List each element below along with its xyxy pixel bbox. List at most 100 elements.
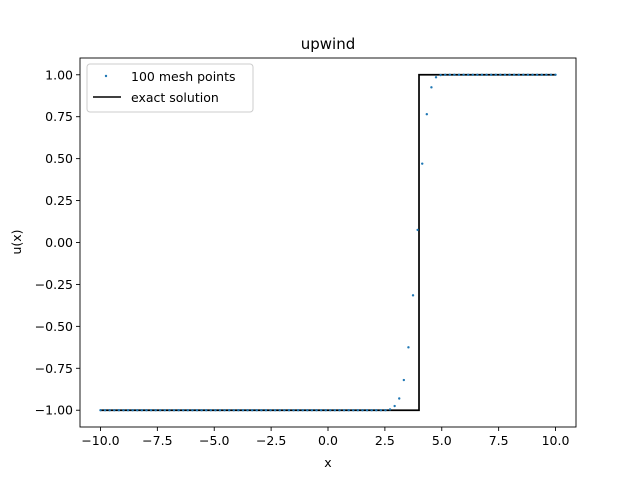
legend-marker-mesh-points xyxy=(104,74,108,78)
plot-area xyxy=(99,73,557,412)
mesh-point xyxy=(466,73,470,76)
y-tick-label: −0.25 xyxy=(35,277,73,292)
series-mesh-points xyxy=(99,73,557,412)
mesh-point xyxy=(489,73,493,76)
x-axis: −10.0 −7.5 −5.0 −2.5 0.0 2.5 5.0 7.5 10.0 xyxy=(81,427,569,448)
mesh-point xyxy=(126,409,130,412)
y-axis: −1.00 −0.75 −0.50 −0.25 0.00 0.25 0.50 0.75 1.00 xyxy=(35,67,80,418)
mesh-point xyxy=(425,112,429,116)
y-tick-label: 0.00 xyxy=(45,235,73,250)
mesh-point xyxy=(177,409,180,412)
mesh-point xyxy=(333,409,337,412)
x-tick-label: 2.5 xyxy=(375,433,395,448)
mesh-point xyxy=(471,73,474,76)
x-tick-label: −5.0 xyxy=(199,433,229,448)
mesh-point xyxy=(370,409,373,412)
mesh-point xyxy=(540,73,543,76)
mesh-point xyxy=(283,409,286,412)
mesh-point xyxy=(444,73,447,76)
mesh-point xyxy=(388,408,392,411)
mesh-point xyxy=(347,409,350,412)
y-tick-label: 0.25 xyxy=(45,193,73,208)
y-tick-label: −0.50 xyxy=(35,319,73,334)
mesh-point xyxy=(278,409,281,412)
mesh-point xyxy=(512,73,516,76)
mesh-point xyxy=(356,409,360,412)
x-tick-label: 5.0 xyxy=(432,433,452,448)
mesh-point xyxy=(273,409,277,412)
mesh-point xyxy=(301,409,304,412)
mesh-point xyxy=(237,409,240,412)
y-axis-label: u(x) xyxy=(9,229,24,254)
mesh-point xyxy=(379,409,383,412)
x-tick-label: 0.0 xyxy=(318,433,338,448)
mesh-point xyxy=(407,346,410,349)
legend-box xyxy=(86,63,254,113)
mesh-point xyxy=(140,409,144,412)
mesh-point xyxy=(434,76,438,79)
mesh-point xyxy=(485,73,488,76)
mesh-point xyxy=(131,409,134,412)
mesh-point xyxy=(292,409,295,412)
mesh-point xyxy=(159,409,162,412)
legend-label-mesh-points: 100 mesh points xyxy=(131,69,236,84)
mesh-point xyxy=(108,409,111,412)
mesh-point xyxy=(269,409,272,412)
mesh-point xyxy=(508,73,511,76)
mesh-point xyxy=(324,409,327,412)
mesh-point xyxy=(531,73,534,76)
mesh-point xyxy=(195,409,199,412)
mesh-point xyxy=(136,409,139,412)
y-tick-label: 0.50 xyxy=(45,151,73,166)
mesh-point xyxy=(182,409,185,412)
mesh-point xyxy=(375,409,378,412)
mesh-point xyxy=(241,409,245,412)
mesh-point xyxy=(549,73,553,76)
mesh-point xyxy=(255,409,258,412)
mesh-point xyxy=(361,409,364,412)
mesh-point xyxy=(448,73,452,76)
mesh-point xyxy=(186,409,190,412)
mesh-point xyxy=(402,378,406,382)
mesh-point xyxy=(260,409,263,412)
mesh-point xyxy=(122,409,125,412)
x-tick-label: 10.0 xyxy=(542,433,570,448)
mesh-point xyxy=(526,73,530,76)
mesh-point xyxy=(517,73,520,76)
mesh-point xyxy=(149,409,153,412)
mesh-point xyxy=(264,409,268,412)
mesh-point xyxy=(494,73,497,76)
y-tick-label: 0.75 xyxy=(45,109,73,124)
mesh-point xyxy=(99,409,102,412)
mesh-point xyxy=(411,294,415,297)
mesh-point xyxy=(453,73,456,76)
mesh-point xyxy=(315,409,318,412)
mesh-point xyxy=(393,404,396,408)
mesh-point xyxy=(499,73,502,76)
mesh-point xyxy=(310,409,314,412)
mesh-point xyxy=(306,409,309,412)
mesh-point xyxy=(545,73,548,76)
mesh-point xyxy=(398,397,401,400)
mesh-point xyxy=(462,73,465,76)
mesh-point xyxy=(246,409,249,412)
x-tick-label: −10.0 xyxy=(81,433,119,448)
mesh-point xyxy=(384,409,387,412)
mesh-point xyxy=(522,73,525,76)
mesh-point xyxy=(163,409,167,412)
mesh-point xyxy=(416,228,419,232)
mesh-point xyxy=(476,73,479,76)
mesh-point xyxy=(480,73,484,76)
mesh-point xyxy=(430,86,433,89)
mesh-point xyxy=(154,409,157,412)
mesh-point xyxy=(287,409,291,412)
mesh-point xyxy=(145,409,148,412)
mesh-point xyxy=(250,409,254,412)
mesh-point xyxy=(227,409,231,412)
mesh-point xyxy=(218,409,222,412)
x-tick-label: −7.5 xyxy=(142,433,172,448)
mesh-point xyxy=(209,409,212,412)
y-tick-label: 1.00 xyxy=(45,67,73,82)
legend-label-exact-solution: exact solution xyxy=(131,90,219,105)
